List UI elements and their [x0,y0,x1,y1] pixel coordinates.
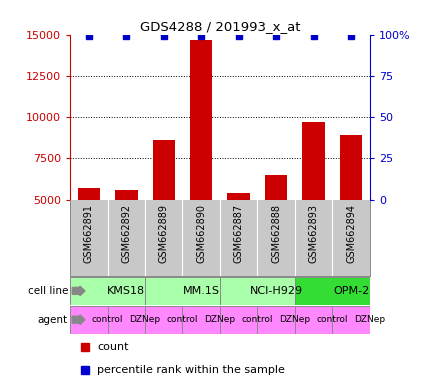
Bar [108,306,145,333]
Bar [115,190,138,200]
Text: control: control [242,315,273,324]
Bar [145,306,182,333]
Title: GDS4288 / 201993_x_at: GDS4288 / 201993_x_at [140,20,300,33]
Text: count: count [97,342,129,352]
Bar [190,40,212,200]
Text: GSM662889: GSM662889 [159,204,169,263]
Text: MM.1S: MM.1S [183,286,220,296]
Text: GSM662888: GSM662888 [271,204,281,263]
Bar [70,277,145,305]
Bar [340,135,362,200]
Text: control: control [92,315,123,324]
Bar [295,306,332,333]
Text: DZNep: DZNep [204,315,235,324]
Text: GSM662890: GSM662890 [196,204,206,263]
Bar [295,277,370,305]
Bar [70,306,108,333]
Text: GSM662891: GSM662891 [84,204,94,263]
Bar [145,277,220,305]
Bar [302,122,325,200]
Text: DZNep: DZNep [130,315,161,324]
Text: DZNep: DZNep [354,315,385,324]
Text: OPM-2: OPM-2 [333,286,369,296]
Bar [265,175,287,200]
Bar [182,306,220,333]
Text: GSM662887: GSM662887 [234,204,244,263]
Bar [258,306,295,333]
Bar [78,188,100,200]
Text: GSM662894: GSM662894 [346,204,356,263]
Bar [153,140,175,200]
Text: GSM662892: GSM662892 [121,204,131,263]
Text: control: control [167,315,198,324]
Bar [227,193,250,200]
Text: NCI-H929: NCI-H929 [249,286,303,296]
Text: DZNep: DZNep [279,315,310,324]
Text: percentile rank within the sample: percentile rank within the sample [97,365,285,375]
Bar [220,277,295,305]
Text: KMS18: KMS18 [107,286,145,296]
Text: GSM662893: GSM662893 [309,204,319,263]
Text: cell line: cell line [28,286,68,296]
Text: control: control [317,315,348,324]
Bar [332,306,370,333]
Text: agent: agent [38,314,68,325]
Bar [220,306,258,333]
